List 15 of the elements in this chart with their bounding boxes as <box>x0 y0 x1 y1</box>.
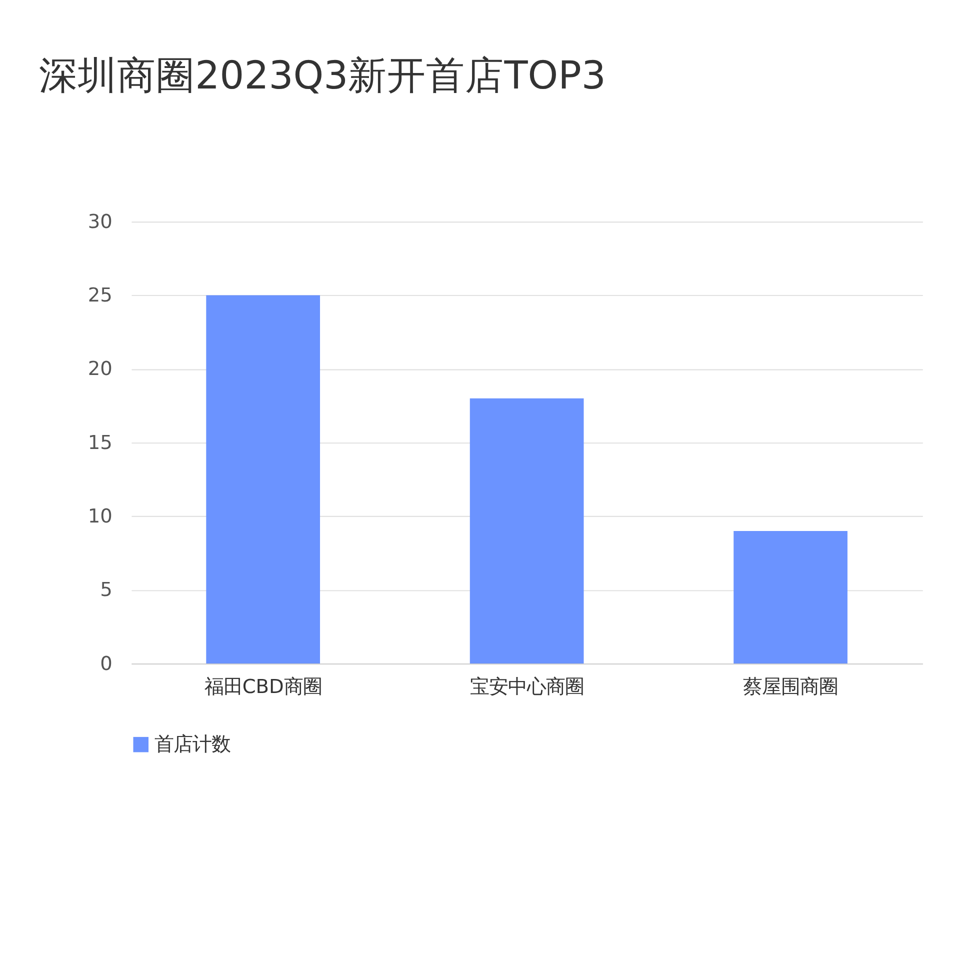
y-tick-label: 20 <box>88 357 112 380</box>
y-tick-label: 0 <box>100 652 112 675</box>
bar <box>734 530 848 664</box>
x-tick-label: 宝安中心商圈 <box>470 674 584 698</box>
y-tick-label: 15 <box>88 430 112 454</box>
y-tick-label: 25 <box>88 284 112 307</box>
y-tick-label: 5 <box>100 578 112 602</box>
y-tick-label: 30 <box>88 210 112 233</box>
bar <box>470 398 584 664</box>
legend-label: 首店计数 <box>154 732 230 756</box>
x-tick-label: 福田CBD商圈 <box>204 674 322 698</box>
chart-title: 深圳商圈2023Q3新开首店TOP3 <box>39 53 606 98</box>
x-tick-label: 蔡屋围商圈 <box>743 674 838 698</box>
bar <box>206 295 320 664</box>
y-tick-label: 10 <box>88 504 112 528</box>
